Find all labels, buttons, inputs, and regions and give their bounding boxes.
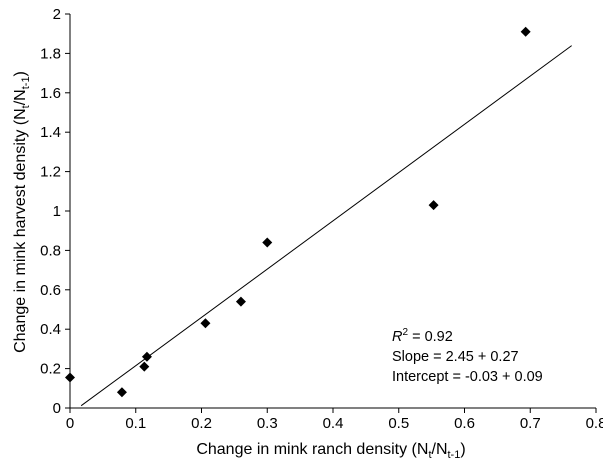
data-point (262, 237, 273, 248)
regression-line (80, 45, 572, 407)
y-axis-label-mid: /N (12, 89, 29, 105)
x-axis-label-end: ) (460, 441, 465, 458)
y-tick-label: 1.8 (40, 45, 61, 62)
y-tick-label: 0.8 (40, 242, 61, 259)
y-tick-label: 1.4 (40, 124, 61, 141)
x-axis-label-main: Change in mink ranch density (N (196, 441, 428, 458)
y-tick-label: 0.4 (40, 321, 61, 338)
data-point (139, 361, 150, 372)
annotation-r2-sup: 2 (402, 327, 408, 338)
x-tick-label: 0.3 (257, 415, 278, 432)
data-point (141, 351, 152, 362)
y-axis-label: Change in mink harvest density (Nt/Nt-1) (12, 71, 32, 353)
y-axis-label-sub2: t-1 (20, 76, 32, 89)
annotation-r2: R2 = 0.92 (392, 327, 453, 345)
y-tick-label: 1.2 (40, 164, 61, 181)
y-tick-label: 0.6 (40, 282, 61, 299)
x-tick-label: 0.5 (388, 415, 409, 432)
data-point (65, 372, 75, 383)
x-tick-label: 0.8 (586, 415, 603, 432)
data-point (116, 387, 127, 398)
y-axis-label-main: Change in mink harvest density (N (12, 108, 29, 353)
x-axis-ticks: 0 0.1 0.2 0.3 0.4 0.5 0.6 0.7 0.8 (66, 408, 603, 432)
x-tick-label: 0 (66, 415, 74, 432)
annotation-r2-r: R (392, 329, 403, 345)
y-tick-label: 1 (53, 203, 61, 220)
y-tick-label: 1.6 (40, 85, 61, 102)
y-axis-label-end: ) (12, 71, 29, 76)
x-tick-label: 0.6 (454, 415, 475, 432)
y-tick-label: 0 (53, 400, 61, 417)
x-axis-label-mid: /N (432, 441, 448, 458)
x-axis-label-sub2: t-1 (448, 449, 461, 461)
y-axis-label-sub1: t (20, 105, 32, 108)
x-axis-label: Change in mink ranch density (Nt/Nt-1) (196, 441, 465, 461)
x-tick-label: 0.4 (323, 415, 344, 432)
data-points (65, 26, 531, 398)
annotation-intercept: Intercept = -0.03 + 0.09 (392, 369, 543, 385)
y-tick-label: 2 (53, 6, 61, 23)
annotation-r2-rest: = 0.92 (408, 329, 453, 345)
data-point (520, 26, 531, 37)
x-tick-label: 0.1 (125, 415, 146, 432)
data-point (200, 318, 211, 329)
x-tick-label: 0.2 (191, 415, 212, 432)
y-tick-label: 0.2 (40, 361, 61, 378)
y-axis-ticks: 0 0.2 0.4 0.6 0.8 1 1.2 1.4 1.6 1.8 2 (40, 6, 70, 417)
annotation-slope: Slope = 2.45 + 0.27 (392, 349, 519, 365)
x-axis-label-sub1: t (428, 449, 431, 461)
regression-line-group (80, 45, 572, 407)
data-point (235, 296, 246, 307)
data-point (428, 200, 439, 211)
x-tick-label: 0.7 (520, 415, 541, 432)
